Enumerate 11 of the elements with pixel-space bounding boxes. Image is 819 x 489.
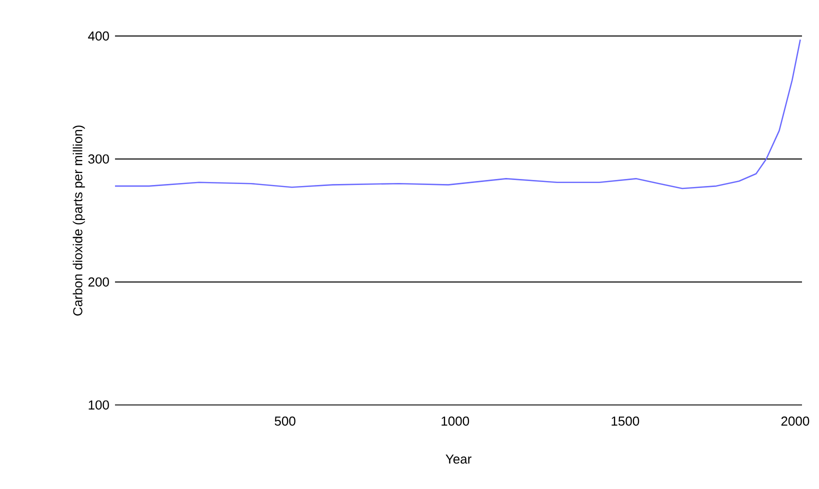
x-tick-label: 2000 <box>781 416 810 426</box>
line-series <box>114 39 801 190</box>
y-tick-label: 200 <box>88 277 109 287</box>
y-tick-label: 400 <box>88 31 109 41</box>
x-tick-label: 500 <box>274 416 296 426</box>
x-tick-label: 1000 <box>442 416 470 426</box>
y-tick-label: 100 <box>88 400 109 410</box>
y-tick-label: 300 <box>88 154 109 164</box>
x-axis-title: Year <box>446 454 472 464</box>
x-tick-label: 1500 <box>612 416 640 426</box>
y-axis-title: Carbon dioxide (parts per million) <box>72 126 85 316</box>
